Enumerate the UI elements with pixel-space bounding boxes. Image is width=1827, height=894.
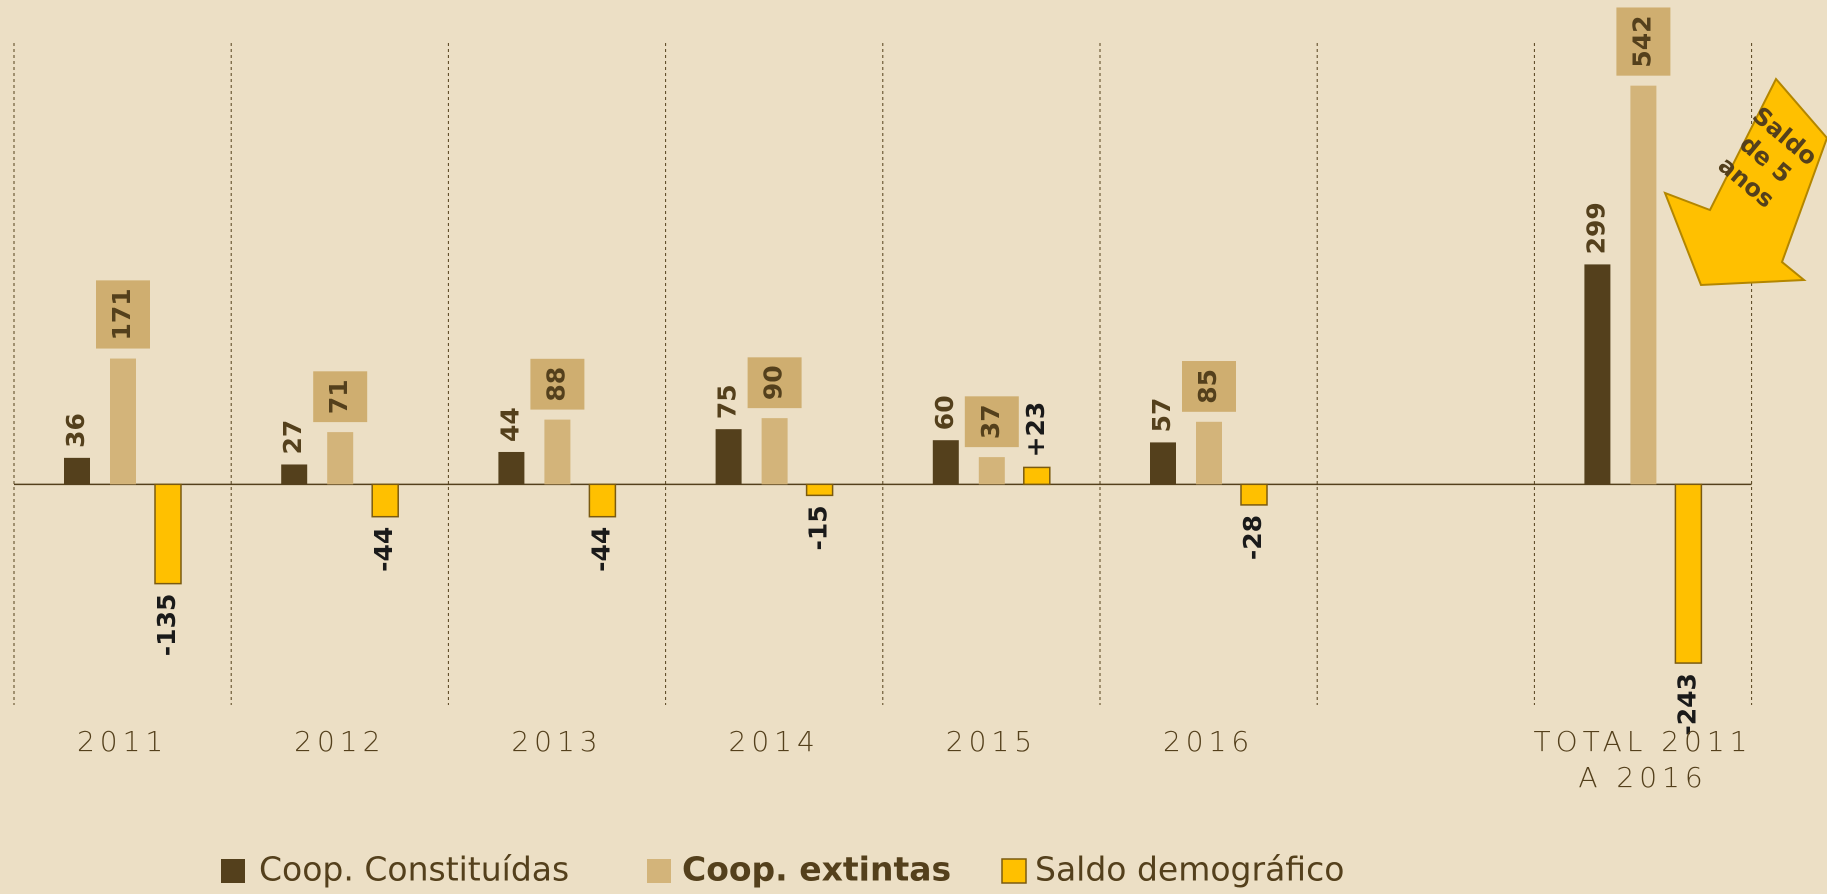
legend-swatch [1001,858,1027,884]
x-tick-label: 2016 [1162,725,1255,758]
value-label: -44 [369,527,398,572]
value-label: -28 [1238,515,1267,560]
value-label: 71 [324,379,353,414]
x-tick-label: 2015 [945,725,1038,758]
value-label-group: -243 [1672,673,1701,736]
bar [1150,442,1176,485]
value-label-group: 60 [930,395,959,430]
bar [588,483,617,518]
bar [110,358,136,485]
value-label: 88 [541,367,570,402]
bar [64,457,90,485]
x-tick-label: TOTAL 2011 A 2016 [1533,725,1753,794]
value-label-box [964,396,1019,448]
value-label-box [1616,7,1671,76]
value-label-group: 85 [1182,361,1236,412]
value-label-group: 542 [1616,7,1671,76]
value-label: 299 [1581,202,1610,254]
legend-label: Coop. Constituídas [259,850,569,889]
x-tick-label: 2012 [294,725,386,758]
bar [154,483,182,585]
value-label: 60 [930,395,959,430]
bar [761,418,788,485]
value-label-group: 27 [278,420,307,455]
value-label-group: 71 [313,371,368,423]
value-label: 37 [976,404,1005,439]
value-label-box [530,358,585,410]
value-label-group: 36 [61,413,90,448]
bar [327,432,354,485]
value-label-group: 90 [747,357,802,409]
x-tick-label: 2011 [76,725,169,758]
bar [978,457,1005,485]
value-label-group: 75 [713,384,742,419]
value-label: 44 [495,407,524,442]
bar [1023,466,1051,486]
bar [371,483,399,518]
value-label: 171 [107,288,136,340]
value-label-group: 37 [964,396,1019,448]
legend-label: Coop. extintas [682,850,951,889]
value-label-group: -28 [1238,515,1267,560]
legend-swatch [221,859,245,883]
value-label-box [747,357,802,409]
value-label: 75 [713,384,742,419]
value-label-group: 88 [530,358,585,410]
bar [281,464,308,485]
value-label-group: -15 [804,505,833,550]
value-label-group: -135 [152,594,181,657]
bar [498,451,525,485]
value-label-group: 299 [1581,202,1610,254]
value-label-group: 44 [495,407,524,442]
legend-label: Saldo demográfico [1035,850,1344,889]
value-label: -243 [1672,673,1701,736]
value-label-group: 57 [1147,398,1176,433]
bar [1240,483,1268,506]
value-label: -44 [586,527,615,572]
value-label-box [313,371,368,423]
bar [1196,421,1222,485]
x-tick-label: 2014 [728,725,820,758]
bar [1630,85,1657,485]
annotation-arrow: Saldo de 5 anos [1663,77,1827,287]
legend-swatch [647,859,671,883]
arrow-shape [1663,77,1827,287]
bar [805,483,834,497]
bar [932,440,959,485]
bar [715,429,742,485]
value-label: 542 [1627,15,1656,67]
x-tick-label: 2013 [511,725,603,758]
value-label: +23 [1021,402,1050,458]
bar [544,419,571,485]
value-label-group: -44 [369,527,398,572]
bar [1674,483,1703,664]
value-label-group: +23 [1021,402,1050,458]
value-label-group: 171 [96,280,150,349]
value-label-box [1182,361,1236,412]
value-label-box [96,280,150,349]
value-label-group: -44 [586,527,615,572]
value-label: -15 [804,505,833,550]
value-label: 90 [759,365,788,400]
value-label: 27 [278,420,307,455]
value-label: 57 [1147,398,1176,433]
value-label: -135 [152,594,181,657]
value-label: 36 [61,413,90,448]
value-label: 85 [1193,369,1222,404]
bar [1584,264,1611,485]
